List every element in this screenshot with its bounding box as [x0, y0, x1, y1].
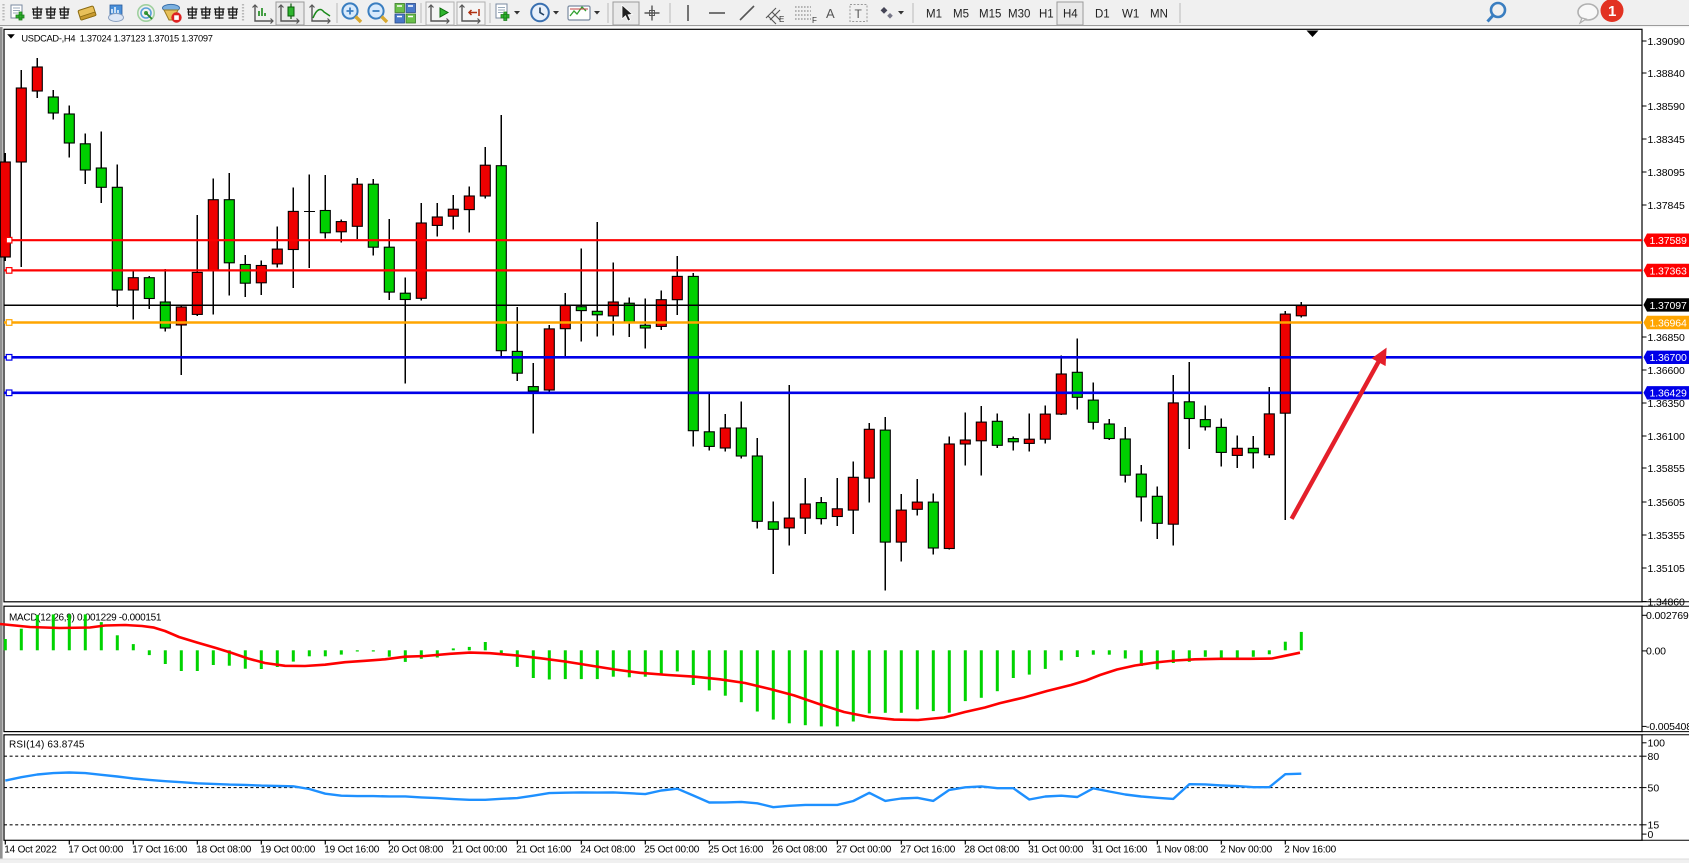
svg-text:H4: H4 — [1063, 9, 1078, 21]
svg-text:21 Oct 16:00: 21 Oct 16:00 — [516, 845, 571, 856]
svg-text:25 Oct 00:00: 25 Oct 00:00 — [644, 845, 699, 856]
svg-text:USDCAD-,H4 1.37024 1.37123 1.: USDCAD-,H4 1.37024 1.37123 1.37015 1.370… — [21, 33, 212, 43]
svg-text:17 Oct 00:00: 17 Oct 00:00 — [68, 845, 123, 856]
svg-text:M5: M5 — [953, 9, 969, 21]
svg-text:1 Nov 08:00: 1 Nov 08:00 — [1156, 845, 1208, 856]
svg-text:1.38095: 1.38095 — [1648, 167, 1686, 179]
svg-text:T: T — [855, 7, 863, 21]
svg-text:MN: MN — [1150, 9, 1168, 21]
svg-text:1.38590: 1.38590 — [1648, 101, 1686, 113]
svg-text:1.35355: 1.35355 — [1648, 530, 1686, 542]
svg-text:1: 1 — [1608, 3, 1616, 20]
svg-text:1.37589: 1.37589 — [1650, 235, 1688, 247]
svg-text:27 Oct 00:00: 27 Oct 00:00 — [836, 845, 891, 856]
svg-text:1.36429: 1.36429 — [1650, 388, 1688, 400]
svg-text:50: 50 — [1648, 782, 1660, 794]
svg-text:1.36100: 1.36100 — [1648, 431, 1686, 443]
svg-text:1.35105: 1.35105 — [1648, 563, 1686, 575]
svg-text:1.38345: 1.38345 — [1648, 134, 1686, 146]
svg-text:19 Oct 00:00: 19 Oct 00:00 — [260, 845, 315, 856]
svg-text:H1: H1 — [1039, 9, 1054, 21]
svg-text:2 Nov 00:00: 2 Nov 00:00 — [1220, 845, 1272, 856]
svg-text:1.39090: 1.39090 — [1648, 36, 1686, 48]
svg-text:17 Oct 16:00: 17 Oct 16:00 — [132, 845, 187, 856]
svg-text:1.34860: 1.34860 — [1648, 596, 1686, 608]
svg-text:F: F — [812, 16, 817, 25]
svg-text:D1: D1 — [1095, 9, 1110, 21]
svg-text:0.002769: 0.002769 — [1646, 610, 1689, 622]
svg-text:15: 15 — [1648, 820, 1660, 832]
svg-text:24 Oct 08:00: 24 Oct 08:00 — [580, 845, 635, 856]
svg-text:100: 100 — [1648, 738, 1666, 750]
svg-text:E: E — [779, 15, 784, 24]
svg-text:1.35855: 1.35855 — [1648, 463, 1686, 475]
svg-text:0: 0 — [1648, 829, 1654, 841]
svg-text:0.00: 0.00 — [1646, 646, 1666, 658]
svg-text:14 Oct 2022: 14 Oct 2022 — [4, 845, 57, 856]
svg-text:1.36600: 1.36600 — [1648, 365, 1686, 377]
svg-text:M1: M1 — [926, 9, 942, 21]
svg-text:31 Oct 16:00: 31 Oct 16:00 — [1092, 845, 1147, 856]
svg-text:1.37845: 1.37845 — [1648, 200, 1686, 212]
svg-text:28 Oct 08:00: 28 Oct 08:00 — [964, 845, 1019, 856]
svg-text:1.36964: 1.36964 — [1650, 317, 1688, 329]
svg-text:M15: M15 — [979, 9, 1001, 21]
svg-text:1.36700: 1.36700 — [1650, 352, 1688, 364]
svg-text:18 Oct 08:00: 18 Oct 08:00 — [196, 845, 251, 856]
svg-text:-0.005408: -0.005408 — [1646, 721, 1689, 733]
svg-text:2 Nov 16:00: 2 Nov 16:00 — [1284, 845, 1336, 856]
svg-text:21 Oct 00:00: 21 Oct 00:00 — [452, 845, 507, 856]
svg-text:1.37363: 1.37363 — [1650, 265, 1688, 277]
svg-text:W1: W1 — [1122, 9, 1139, 21]
svg-text:80: 80 — [1648, 751, 1660, 763]
svg-text:RSI(14) 63.8745: RSI(14) 63.8745 — [9, 740, 85, 751]
svg-text:1.36850: 1.36850 — [1648, 332, 1686, 344]
svg-text:1.38840: 1.38840 — [1648, 68, 1686, 80]
svg-text:1.36350: 1.36350 — [1648, 398, 1686, 410]
svg-text:25 Oct 16:00: 25 Oct 16:00 — [708, 845, 763, 856]
svg-text:27 Oct 16:00: 27 Oct 16:00 — [900, 845, 955, 856]
svg-text:20 Oct 08:00: 20 Oct 08:00 — [388, 845, 443, 856]
svg-text:A: A — [826, 6, 835, 21]
svg-text:31 Oct 00:00: 31 Oct 00:00 — [1028, 845, 1083, 856]
svg-text:26 Oct 08:00: 26 Oct 08:00 — [772, 845, 827, 856]
svg-text:1.37097: 1.37097 — [1650, 300, 1688, 312]
svg-text:M30: M30 — [1008, 9, 1030, 21]
svg-text:1.35605: 1.35605 — [1648, 497, 1686, 509]
svg-text:19 Oct 16:00: 19 Oct 16:00 — [324, 845, 379, 856]
